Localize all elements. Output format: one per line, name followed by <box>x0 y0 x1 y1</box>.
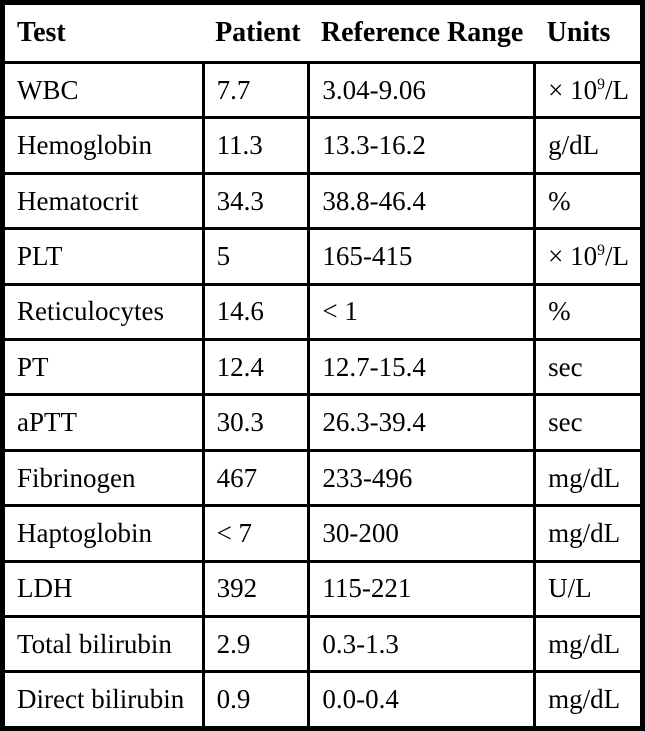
table-row: Reticulocytes 14.6 < 1% <box>1 282 644 342</box>
reference-range-cell: 30-200 <box>307 504 537 563</box>
test-cell: PLT <box>1 227 205 286</box>
patient-value-cell: 12.4 <box>201 338 311 397</box>
reference-range-cell: 165-415 <box>307 227 537 286</box>
table-row: WBC 7.7 3.04-9.06 × 109/L <box>1 60 644 120</box>
reference-range-cell: 12.7-15.4 <box>307 338 537 397</box>
units-cell: % <box>533 282 644 342</box>
reference-range-cell: 233-496 <box>307 448 537 508</box>
units-cell: mg/dL <box>533 615 644 674</box>
test-cell: Hemoglobin <box>1 116 205 175</box>
patient-value-cell: 30.3 <box>201 393 311 452</box>
patient-value-cell: 11.3 <box>201 116 311 175</box>
table-row: Direct bilirubin 0.9 0.0-0.4 mg/dL <box>1 670 644 730</box>
table-row: aPTT 30.3 26.3-39.4 sec <box>1 393 644 452</box>
test-cell: Fibrinogen <box>1 448 205 508</box>
reference-range-cell: < 1 <box>307 282 537 342</box>
units-cell: × 109/L <box>533 60 644 120</box>
units-cell: mg/dL <box>533 504 644 563</box>
results-table-body: WBC 7.7 3.04-9.06 × 109/L Hemoglobin 11.3 13.3… <box>1 60 644 730</box>
reference-range-cell: 38.8-46.4 <box>307 171 537 231</box>
units-cell: U/L <box>533 559 644 619</box>
units-cell: % <box>533 171 644 231</box>
test-cell: Total bilirubin <box>1 615 205 674</box>
column-header-reference-range: Reference Range <box>308 1 535 64</box>
units-cell: sec <box>533 338 644 397</box>
test-cell: Direct bilirubin <box>1 670 205 730</box>
patient-value-cell: 14.6 <box>201 282 311 342</box>
test-cell: Hematocrit <box>1 171 205 231</box>
test-cell: aPTT <box>1 393 205 452</box>
patient-value-cell: 7.7 <box>201 60 311 120</box>
reference-range-cell: 13.3-16.2 <box>307 116 537 175</box>
table-row: Hematocrit 34.3 38.8-46.4% <box>1 171 644 231</box>
units-cell: mg/dL <box>533 670 644 730</box>
patient-value-cell: 34.3 <box>201 171 311 231</box>
test-cell: LDH <box>1 559 205 619</box>
test-cell: PT <box>1 338 205 397</box>
column-header-units: Units <box>534 1 643 64</box>
test-cell: WBC <box>1 60 205 120</box>
test-cell: Haptoglobin <box>1 504 205 563</box>
patient-value-cell: 392 <box>201 559 311 619</box>
table-row: LDH 392 115-221 U/L <box>1 559 644 619</box>
units-cell: sec <box>533 393 644 452</box>
header-row: Test Patient Reference Range Units <box>2 1 643 64</box>
patient-value-cell: 467 <box>201 448 311 508</box>
table-row: Total bilirubin 2.9 0.3-1.3 mg/dL <box>1 615 644 674</box>
test-cell: Reticulocytes <box>1 282 205 342</box>
units-cell: mg/dL <box>533 448 644 508</box>
table-row: PLT 5 165-415 × 109/L <box>1 227 644 286</box>
table-row: PT 12.4 12.7-15.4 sec <box>1 338 644 397</box>
column-header-patient: Patient <box>203 1 309 64</box>
reference-range-cell: 3.04-9.06 <box>307 60 537 120</box>
table-row: Haptoglobin < 7 30-200 mg/dL <box>1 504 644 563</box>
units-cell: g/dL <box>533 116 644 175</box>
reference-range-cell: 0.0-0.4 <box>307 670 537 730</box>
reference-range-cell: 115-221 <box>307 559 537 619</box>
patient-value-cell: 2.9 <box>201 615 311 674</box>
table-row: Fibrinogen 467 233-496 mg/dL <box>1 448 644 508</box>
reference-range-cell: 26.3-39.4 <box>307 393 537 452</box>
units-cell: × 109/L <box>533 227 644 286</box>
table-row: Hemoglobin 11.3 13.3-16.2 g/dL <box>1 116 644 175</box>
patient-value-cell: < 7 <box>201 504 311 563</box>
patient-value-cell: 0.9 <box>201 670 311 730</box>
reference-range-cell: 0.3-1.3 <box>307 615 537 674</box>
column-header-test: Test <box>2 1 204 64</box>
patient-value-cell: 5 <box>201 227 311 286</box>
